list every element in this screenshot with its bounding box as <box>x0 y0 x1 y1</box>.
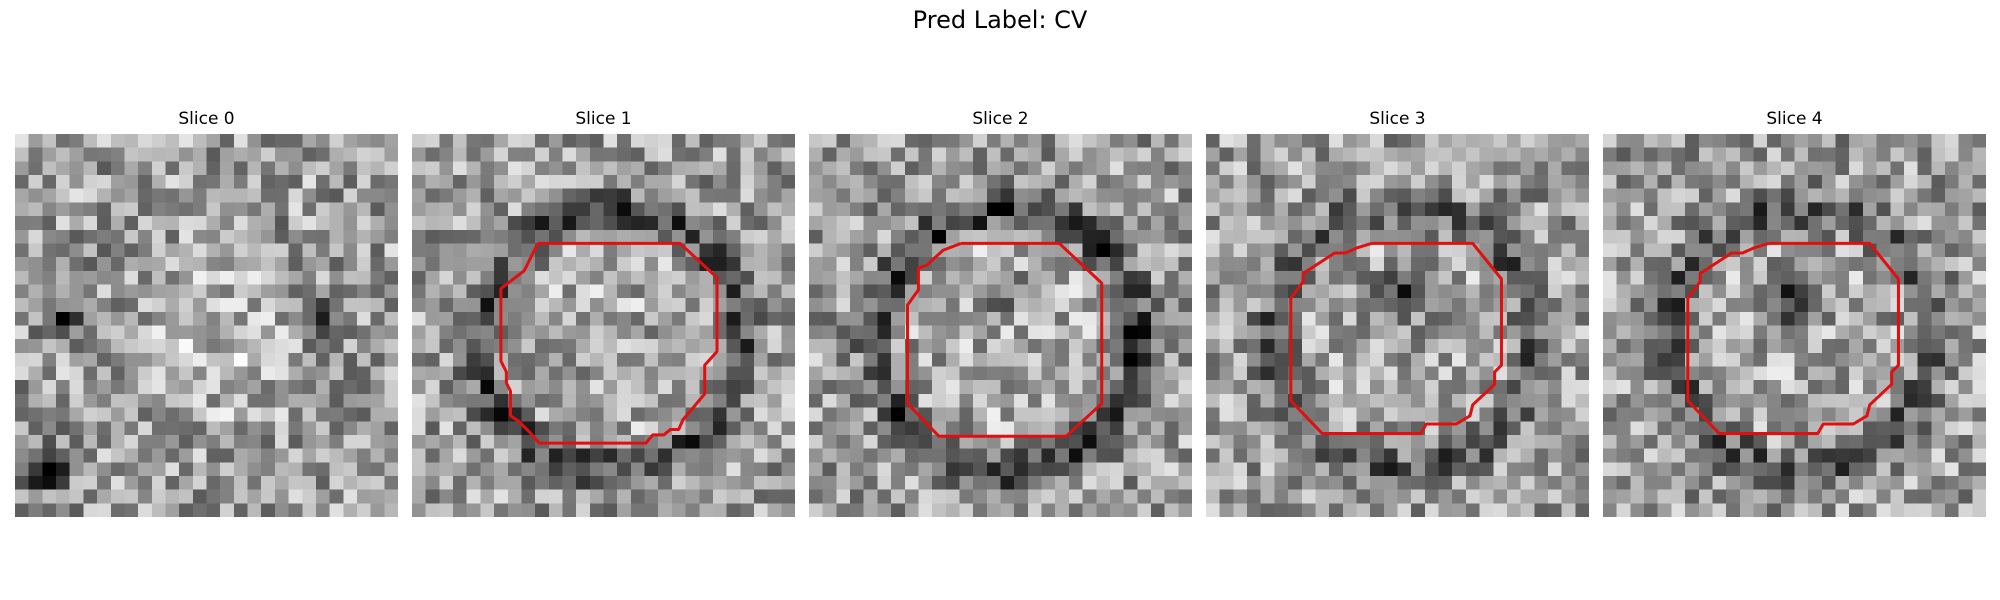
slice-title-4: Slice 4 <box>1603 108 1986 130</box>
slice-image-0 <box>15 134 398 517</box>
slice-panel-4: Slice 4 <box>1603 108 1986 517</box>
slice-panel-2: Slice 2 <box>809 108 1192 517</box>
slice-title-3: Slice 3 <box>1206 108 1589 130</box>
slice-title-1: Slice 1 <box>412 108 795 130</box>
figure-title: Pred Label: CV <box>0 6 2000 34</box>
segmentation-contour-3 <box>1206 134 1589 517</box>
slice-title-0: Slice 0 <box>15 108 398 130</box>
segmentation-contour-2 <box>809 134 1192 517</box>
segmentation-contour-4 <box>1603 134 1986 517</box>
slice-panel-1: Slice 1 <box>412 108 795 517</box>
segmentation-contour-1 <box>412 134 795 517</box>
slice-title-2: Slice 2 <box>809 108 1192 130</box>
slice-panel-0: Slice 0 <box>15 108 398 517</box>
slice-panel-3: Slice 3 <box>1206 108 1589 517</box>
